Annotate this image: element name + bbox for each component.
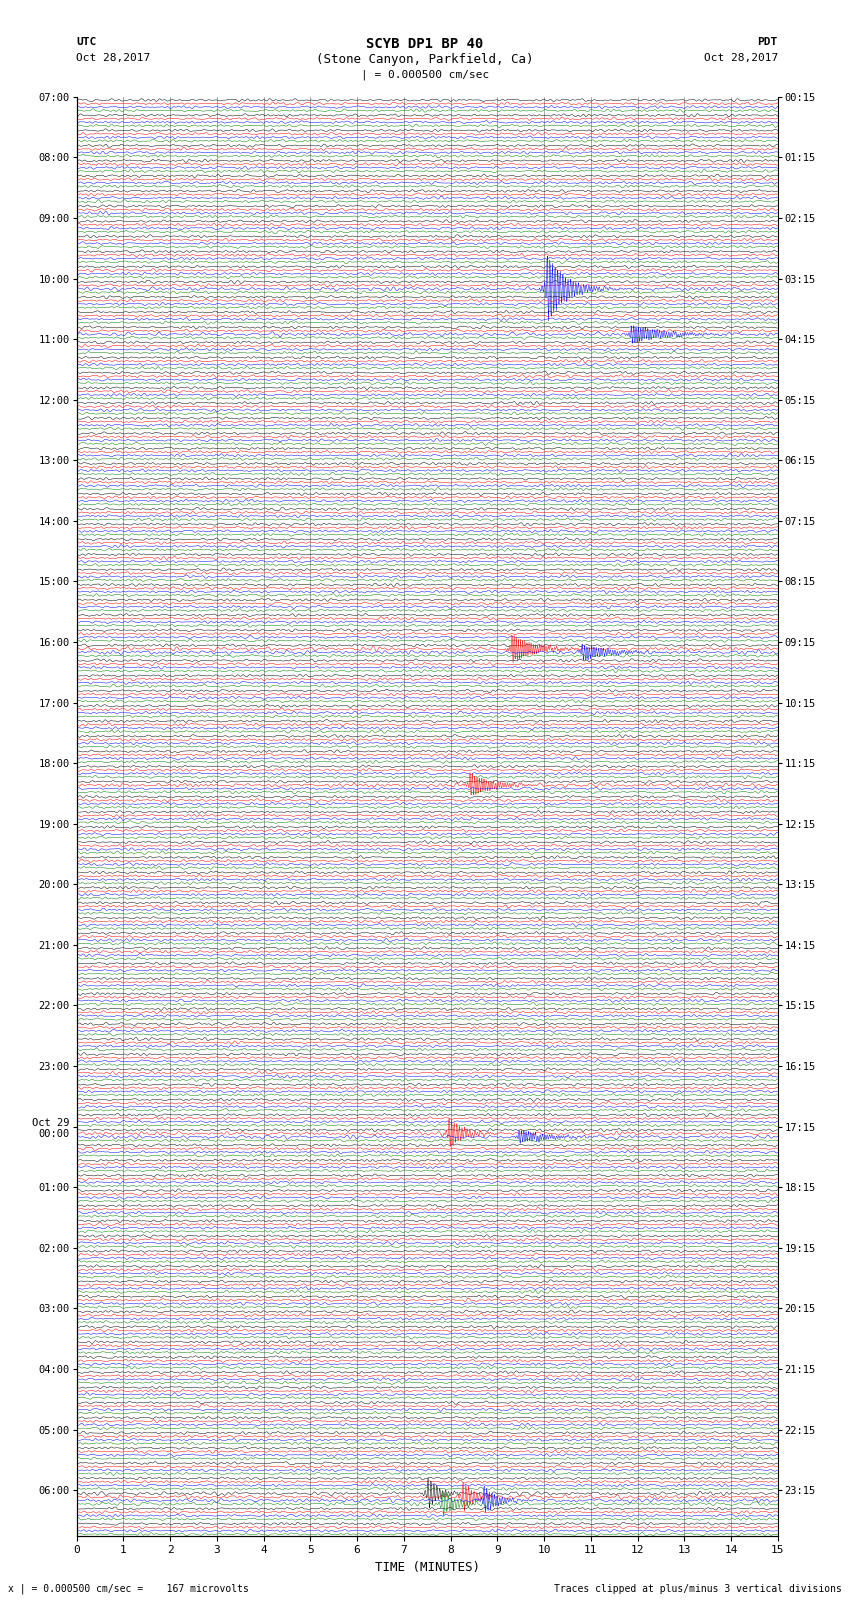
Text: SCYB DP1 BP 40: SCYB DP1 BP 40 xyxy=(366,37,484,52)
Text: UTC: UTC xyxy=(76,37,97,47)
Text: (Stone Canyon, Parkfield, Ca): (Stone Canyon, Parkfield, Ca) xyxy=(316,53,534,66)
Text: PDT: PDT xyxy=(757,37,778,47)
X-axis label: TIME (MINUTES): TIME (MINUTES) xyxy=(375,1561,479,1574)
Text: | = 0.000500 cm/sec: | = 0.000500 cm/sec xyxy=(361,69,489,81)
Text: Oct 28,2017: Oct 28,2017 xyxy=(704,53,778,63)
Text: Traces clipped at plus/minus 3 vertical divisions: Traces clipped at plus/minus 3 vertical … xyxy=(553,1584,842,1594)
Text: Oct 28,2017: Oct 28,2017 xyxy=(76,53,150,63)
Text: x | = 0.000500 cm/sec =    167 microvolts: x | = 0.000500 cm/sec = 167 microvolts xyxy=(8,1582,249,1594)
